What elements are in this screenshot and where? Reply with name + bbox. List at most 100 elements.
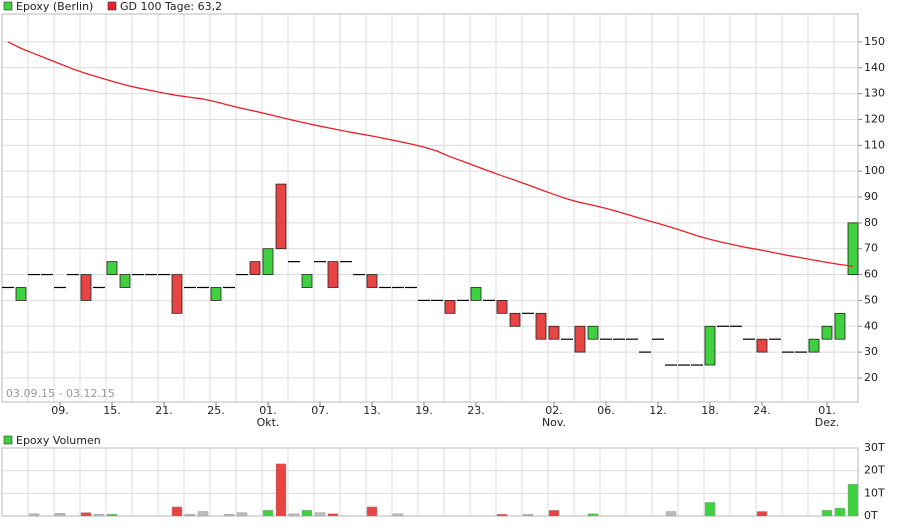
y-tick-label: 130 <box>864 87 885 100</box>
x-tick-label: 25. <box>207 404 225 417</box>
candle <box>210 287 222 301</box>
volume-bar <box>106 513 118 517</box>
volume-bar <box>496 513 508 517</box>
volume-bar <box>327 513 339 517</box>
candle <box>496 300 508 314</box>
x-month-label: Okt. <box>257 416 280 429</box>
candle <box>821 325 833 340</box>
candle <box>301 274 313 288</box>
volume-bar <box>587 513 599 517</box>
candle <box>262 248 274 275</box>
volume-bar <box>548 510 560 517</box>
y-tick-label: 60 <box>864 268 878 281</box>
y-tick-label: 70 <box>864 242 878 255</box>
volume-bar <box>522 513 534 517</box>
volume-bar <box>847 484 859 517</box>
y-tick-label: 20T <box>864 464 885 477</box>
date-range: 03.09.15 - 03.12.15 <box>6 387 115 400</box>
x-tick-label: 01. <box>818 404 836 417</box>
y-tick-label: 110 <box>864 138 885 151</box>
x-tick-label: 21. <box>155 404 173 417</box>
x-tick-label: 18. <box>701 404 719 417</box>
legend-swatch <box>107 1 117 11</box>
x-tick-label: 24. <box>753 404 771 417</box>
y-tick-label: 30 <box>864 345 878 358</box>
candle <box>847 222 859 275</box>
volume-bar <box>223 513 235 517</box>
volume-bar <box>834 507 846 517</box>
plot-frame <box>1 447 859 517</box>
y-tick-label: 150 <box>864 35 885 48</box>
legend-swatch <box>3 1 13 11</box>
candle <box>119 274 131 288</box>
volume-bar <box>236 512 248 517</box>
volume-bar <box>275 463 287 517</box>
volume-bar <box>197 511 209 517</box>
candle <box>171 274 183 314</box>
candle <box>834 312 846 340</box>
x-tick-label: 23. <box>467 404 485 417</box>
x-tick-label: 07. <box>311 404 329 417</box>
volume-bar <box>28 513 40 517</box>
volume-bar <box>366 506 378 517</box>
x-month-label: Dez. <box>815 416 840 429</box>
candle <box>574 325 586 353</box>
y-tick-label: 10T <box>864 486 885 499</box>
legend-label: Epoxy Volumen <box>16 434 101 447</box>
y-tick-label: 20 <box>864 371 878 384</box>
volume-bar <box>704 502 716 517</box>
x-tick-label: 15. <box>103 404 121 417</box>
x-tick-label: 13. <box>363 404 381 417</box>
y-tick-label: 30T <box>864 441 885 454</box>
candle <box>80 274 92 301</box>
volume-bar <box>756 511 768 517</box>
x-tick-label: 06. <box>597 404 615 417</box>
y-tick-label: 120 <box>864 112 885 125</box>
y-tick-label: 100 <box>864 164 885 177</box>
candle <box>548 325 560 340</box>
volume-bar <box>301 510 313 517</box>
volume-bar <box>54 513 66 517</box>
x-tick-label: 01. <box>259 404 277 417</box>
legend-label: GD 100 Tage: 63,2 <box>120 0 222 13</box>
volume-bar <box>262 510 274 517</box>
y-tick-label: 0T <box>864 509 878 522</box>
volume-bar <box>821 510 833 517</box>
volume-bar <box>665 511 677 517</box>
y-tick-label: 40 <box>864 319 878 332</box>
y-tick-label: 90 <box>864 190 878 203</box>
legend-label: Epoxy (Berlin) <box>16 0 93 13</box>
candle <box>15 287 27 301</box>
candle <box>535 312 547 340</box>
volume-bar <box>80 512 92 517</box>
volume-bar <box>288 513 300 517</box>
candle <box>366 274 378 288</box>
candle <box>249 261 261 275</box>
ma-line <box>7 41 854 267</box>
x-tick-label: 19. <box>415 404 433 417</box>
volume-bar <box>93 513 105 517</box>
candle <box>470 287 482 301</box>
candle <box>704 325 716 366</box>
candle <box>106 261 118 275</box>
y-tick-label: 50 <box>864 293 878 306</box>
volume-bar <box>184 513 196 517</box>
x-month-label: Nov. <box>542 416 566 429</box>
x-tick-label: 09. <box>51 404 69 417</box>
x-tick-label: 02. <box>545 404 563 417</box>
volume-bar <box>314 512 326 517</box>
candle <box>756 338 768 353</box>
candle <box>509 312 521 327</box>
volume-bar <box>392 513 404 517</box>
candle <box>444 300 456 314</box>
y-tick-label: 140 <box>864 61 885 74</box>
plot-frame <box>1 13 859 403</box>
x-tick-label: 12. <box>649 404 667 417</box>
y-tick-label: 80 <box>864 216 878 229</box>
volume-bar <box>171 506 183 517</box>
candle <box>327 261 339 288</box>
candle <box>587 325 599 340</box>
legend-swatch <box>3 435 13 445</box>
candle <box>275 183 287 250</box>
